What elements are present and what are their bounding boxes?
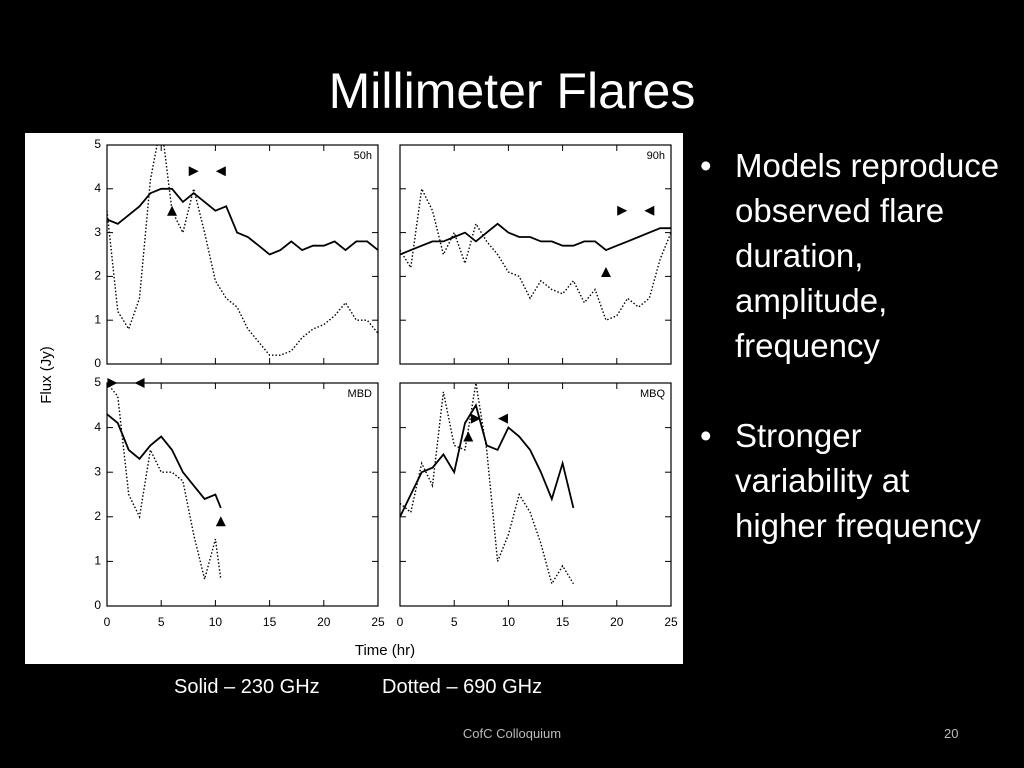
slide-title: Millimeter Flares bbox=[328, 63, 696, 119]
x-tick-label: 5 bbox=[451, 615, 458, 629]
x-tick-label: 25 bbox=[664, 615, 678, 629]
y-axis-label: Flux (Jy) bbox=[38, 346, 55, 404]
series-line bbox=[107, 383, 222, 580]
plot-frame bbox=[106, 382, 379, 607]
caption: Dotted – 690 GHz bbox=[382, 676, 543, 698]
bullet: Models reproduce observed flare duration… bbox=[700, 143, 1000, 368]
x-tick-label: 15 bbox=[263, 615, 277, 629]
page-number: 20 bbox=[944, 726, 959, 741]
series-line bbox=[400, 383, 574, 586]
flare-marker bbox=[463, 431, 474, 442]
y-tick-label: 5 bbox=[94, 137, 101, 151]
x-tick-label: 10 bbox=[502, 615, 516, 629]
flare-marker bbox=[215, 166, 226, 177]
x-tick-label: 15 bbox=[556, 615, 570, 629]
y-tick-label: 4 bbox=[94, 181, 101, 195]
flare-marker bbox=[107, 378, 118, 388]
y-tick-label: 4 bbox=[94, 420, 101, 434]
y-tick-label: 0 bbox=[94, 356, 101, 370]
x-tick-label: 10 bbox=[209, 615, 223, 629]
panel-label: MBQ bbox=[640, 388, 666, 400]
flare-marker bbox=[497, 413, 508, 424]
flare-marker bbox=[644, 205, 655, 216]
footer: CofC Colloquium bbox=[462, 726, 562, 741]
panel-label: 90h bbox=[647, 150, 665, 162]
y-tick-label: 1 bbox=[94, 312, 101, 326]
series-line bbox=[107, 145, 378, 356]
y-tick-label: 0 bbox=[94, 598, 101, 612]
x-tick-label: 0 bbox=[397, 615, 404, 629]
figure: Flux (Jy) Time (hr) 0 1 2 3 4 5 50h 90h 0 1 2 3 4 5 0 5… bbox=[25, 133, 683, 664]
x-tick-label: 5 bbox=[158, 615, 165, 629]
panel-label: MBD bbox=[348, 388, 373, 400]
series-line bbox=[107, 187, 378, 256]
flare-marker bbox=[167, 205, 178, 216]
series-line bbox=[400, 222, 671, 256]
x-tick-label: 20 bbox=[610, 615, 624, 629]
y-tick-label: 1 bbox=[94, 554, 101, 568]
bullet: Stronger variability at higher frequency bbox=[700, 413, 1000, 548]
y-tick-label: 3 bbox=[94, 225, 101, 239]
series-line bbox=[400, 186, 671, 322]
flare-marker bbox=[134, 378, 145, 388]
panel-label: 50h bbox=[354, 150, 372, 162]
flare-marker bbox=[188, 166, 199, 177]
y-tick-label: 2 bbox=[94, 269, 101, 283]
figure-background bbox=[25, 133, 683, 664]
plot-frame bbox=[106, 144, 379, 365]
caption: Solid – 230 GHz bbox=[174, 676, 320, 698]
x-axis-label: Time (hr) bbox=[355, 642, 415, 659]
x-tick-label: 20 bbox=[317, 615, 331, 629]
series-line bbox=[107, 413, 222, 509]
x-tick-label: 0 bbox=[104, 615, 111, 629]
bullet-list: Models reproduce observed flare duration… bbox=[700, 143, 1000, 593]
y-tick-label: 5 bbox=[94, 375, 101, 389]
flare-marker bbox=[617, 205, 628, 216]
plot-frame bbox=[399, 382, 672, 607]
y-tick-label: 3 bbox=[94, 464, 101, 478]
series-line bbox=[400, 403, 575, 518]
x-tick-label: 25 bbox=[371, 615, 385, 629]
flare-marker bbox=[215, 516, 226, 527]
y-tick-label: 2 bbox=[94, 509, 101, 523]
flare-marker bbox=[470, 413, 481, 424]
flare-marker bbox=[600, 267, 611, 278]
